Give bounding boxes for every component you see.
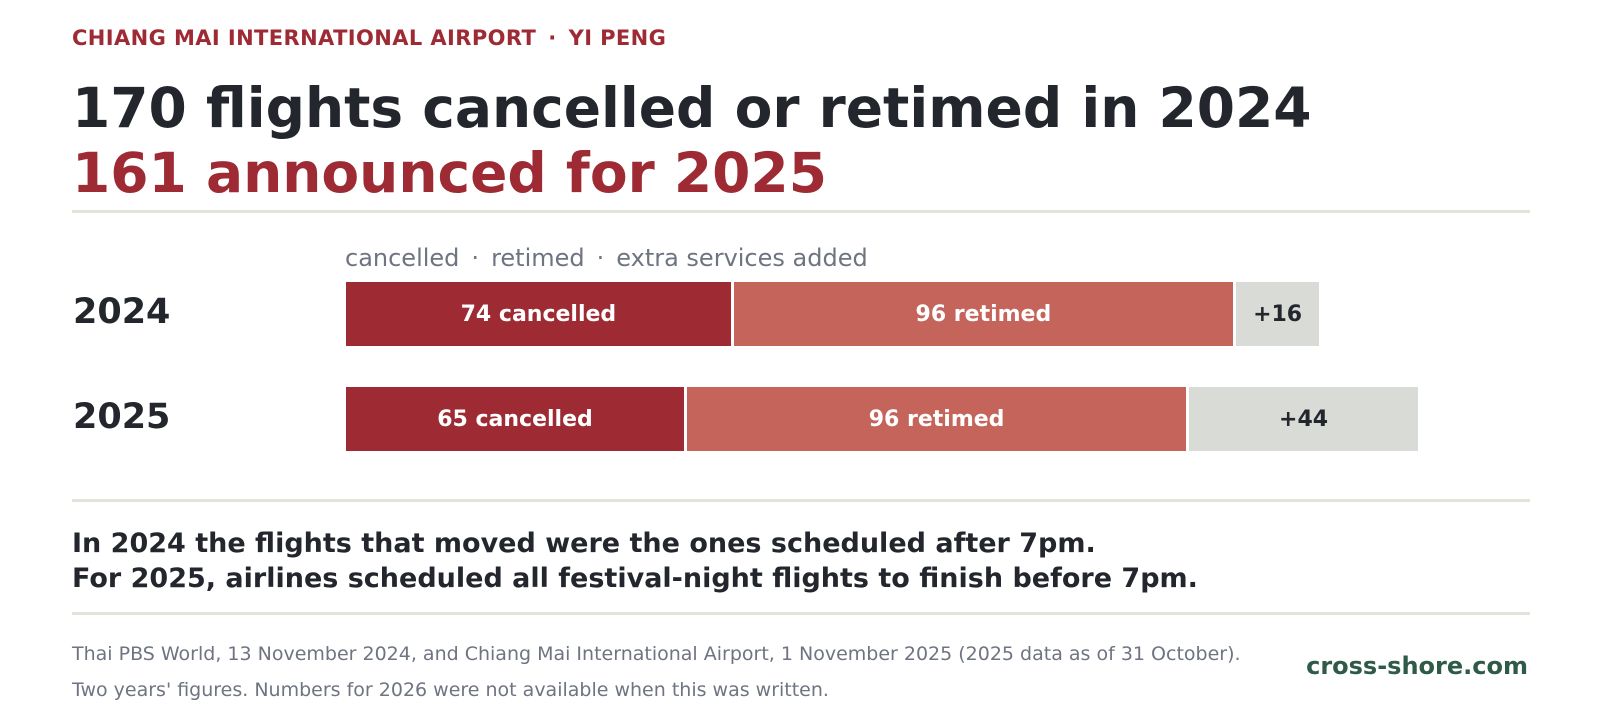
explanatory-note: In 2024 the flights that moved were the …	[72, 526, 1198, 596]
bar-extra-2025: +44	[1189, 387, 1418, 451]
bar-extra-2024: +16	[1236, 282, 1320, 346]
year-label: 2024	[73, 292, 171, 332]
source-note: Thai PBS World, 13 November 2024, and Ch…	[72, 636, 1241, 708]
kicker-event: YI PENG	[568, 26, 667, 50]
headline-line1: 170 flights cancelled or retimed in 2024	[72, 76, 1312, 140]
note-line1: In 2024 the flights that moved were the …	[72, 528, 1096, 559]
divider-middle	[72, 499, 1530, 502]
legend-separator: ·	[596, 244, 605, 272]
legend-retimed: retimed	[491, 244, 585, 272]
legend-cancelled: cancelled	[345, 244, 460, 272]
kicker-place: CHIANG MAI INTERNATIONAL AIRPORT	[72, 26, 537, 50]
headline-line2: 161 announced for 2025	[72, 141, 827, 205]
bar-cancelled-2025: 65 cancelled	[346, 387, 684, 451]
source-line2: Two years' figures. Numbers for 2026 wer…	[72, 679, 829, 701]
legend-extra: extra services added	[616, 244, 868, 272]
bar-retimed-2025: 96 retimed	[687, 387, 1187, 451]
source-line1: Thai PBS World, 13 November 2024, and Ch…	[72, 643, 1241, 665]
bar-retimed-2024: 96 retimed	[733, 282, 1233, 346]
chart-legend: cancelled · retimed · extra services added	[345, 244, 868, 272]
bar-cancelled-2024: 74 cancelled	[346, 282, 731, 346]
year-label: 2025	[73, 397, 171, 437]
divider-bottom	[72, 612, 1530, 615]
brand-logo: cross-shore.com	[1306, 652, 1528, 680]
divider-top	[72, 210, 1530, 213]
kicker: CHIANG MAI INTERNATIONAL AIRPORT · YI PENG	[72, 26, 666, 50]
kicker-separator: ·	[548, 26, 557, 50]
note-line2: For 2025, airlines scheduled all festiva…	[72, 563, 1198, 594]
headline: 170 flights cancelled or retimed in 2024…	[72, 76, 1312, 206]
legend-separator: ·	[471, 244, 480, 272]
